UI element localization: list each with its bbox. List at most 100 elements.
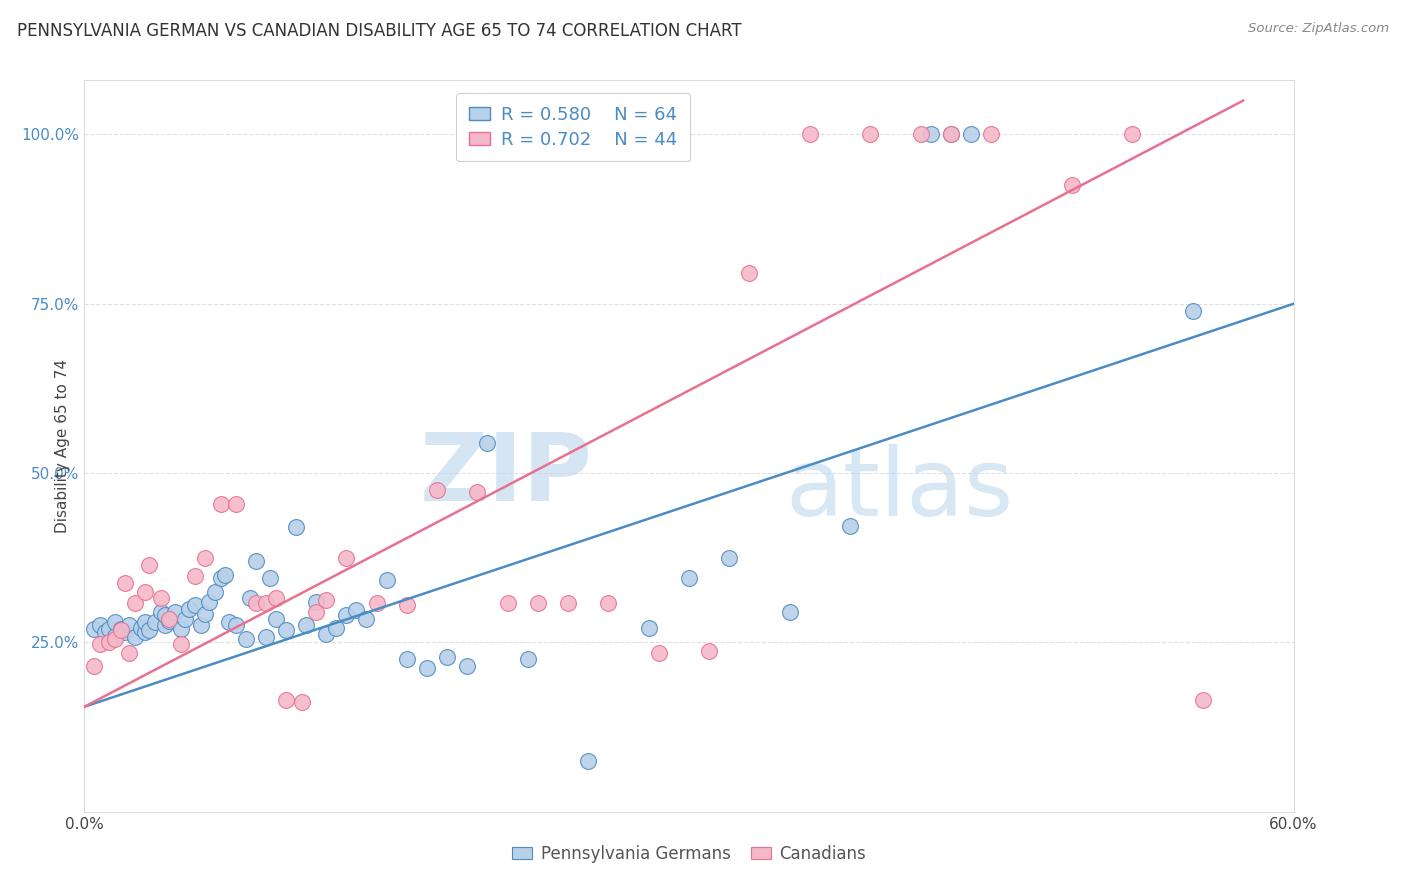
Point bbox=[218, 615, 240, 629]
Point bbox=[124, 596, 146, 610]
Point bbox=[335, 608, 357, 623]
Point bbox=[104, 615, 127, 629]
Point bbox=[576, 754, 599, 768]
Point bbox=[527, 596, 550, 610]
Point bbox=[416, 661, 439, 675]
Point bbox=[149, 591, 172, 606]
Point bbox=[346, 603, 368, 617]
Point bbox=[477, 435, 499, 450]
Point bbox=[366, 596, 388, 610]
Point bbox=[920, 128, 942, 142]
Point bbox=[245, 554, 267, 568]
Point bbox=[225, 497, 247, 511]
Point bbox=[259, 571, 281, 585]
Point bbox=[89, 637, 111, 651]
Point bbox=[426, 483, 449, 497]
Point bbox=[315, 593, 337, 607]
Point bbox=[939, 128, 962, 142]
Point bbox=[118, 646, 141, 660]
Point bbox=[335, 550, 357, 565]
Point bbox=[184, 569, 207, 583]
Point bbox=[718, 550, 741, 565]
Point bbox=[910, 128, 932, 142]
Point bbox=[190, 618, 212, 632]
Point bbox=[291, 695, 314, 709]
Point bbox=[214, 567, 236, 582]
Point bbox=[153, 608, 176, 623]
Point bbox=[97, 622, 120, 636]
Point bbox=[1181, 303, 1204, 318]
Point bbox=[375, 573, 398, 587]
Point bbox=[1192, 693, 1215, 707]
Point bbox=[274, 693, 297, 707]
Y-axis label: Disability Age 65 to 74: Disability Age 65 to 74 bbox=[55, 359, 70, 533]
Point bbox=[738, 266, 761, 280]
Point bbox=[254, 596, 277, 610]
Point bbox=[134, 625, 156, 640]
Point bbox=[356, 612, 378, 626]
Point bbox=[264, 612, 287, 626]
Point bbox=[697, 643, 720, 657]
Point bbox=[245, 596, 267, 610]
Point bbox=[467, 485, 489, 500]
Point bbox=[134, 584, 156, 599]
Point bbox=[637, 620, 659, 634]
Text: Source: ZipAtlas.com: Source: ZipAtlas.com bbox=[1249, 22, 1389, 36]
Point bbox=[285, 520, 308, 534]
Point bbox=[779, 605, 801, 619]
Point bbox=[194, 550, 217, 565]
Legend: Pennsylvania Germans, Canadians: Pennsylvania Germans, Canadians bbox=[506, 838, 872, 869]
Point bbox=[395, 652, 418, 666]
Point bbox=[315, 627, 337, 641]
Point bbox=[93, 625, 115, 640]
Point bbox=[239, 591, 262, 606]
Text: atlas: atlas bbox=[786, 444, 1014, 536]
Text: ZIP: ZIP bbox=[419, 429, 592, 521]
Point bbox=[235, 632, 257, 646]
Point bbox=[557, 596, 579, 610]
Point bbox=[83, 622, 105, 636]
Point bbox=[170, 637, 193, 651]
Point bbox=[153, 618, 176, 632]
Point bbox=[179, 601, 201, 615]
Point bbox=[456, 659, 478, 673]
Point bbox=[165, 605, 187, 619]
Point bbox=[143, 615, 166, 629]
Point bbox=[1060, 178, 1083, 193]
Point bbox=[209, 571, 232, 585]
Point bbox=[960, 128, 983, 142]
Point bbox=[516, 652, 538, 666]
Point bbox=[598, 596, 620, 610]
Point bbox=[184, 598, 207, 612]
Point bbox=[138, 624, 160, 638]
Point bbox=[254, 630, 277, 644]
Point bbox=[104, 629, 127, 643]
Point bbox=[170, 622, 193, 636]
Point bbox=[110, 622, 132, 636]
Point bbox=[174, 612, 197, 626]
Point bbox=[395, 598, 418, 612]
Point bbox=[157, 614, 180, 628]
Point bbox=[264, 591, 287, 606]
Point bbox=[799, 128, 821, 142]
Point bbox=[839, 519, 862, 533]
Point bbox=[194, 607, 217, 621]
Point bbox=[648, 646, 671, 660]
Point bbox=[678, 571, 700, 585]
Point bbox=[118, 618, 141, 632]
Point bbox=[110, 624, 132, 638]
Point bbox=[104, 632, 127, 646]
Point bbox=[134, 615, 156, 629]
Point bbox=[939, 128, 962, 142]
Point bbox=[198, 595, 221, 609]
Point bbox=[305, 605, 328, 619]
Point bbox=[305, 595, 328, 609]
Point bbox=[859, 128, 882, 142]
Point bbox=[114, 625, 136, 640]
Point bbox=[83, 659, 105, 673]
Point bbox=[209, 497, 232, 511]
Point bbox=[274, 624, 297, 638]
Point bbox=[325, 620, 347, 634]
Point bbox=[149, 605, 172, 619]
Point bbox=[225, 618, 247, 632]
